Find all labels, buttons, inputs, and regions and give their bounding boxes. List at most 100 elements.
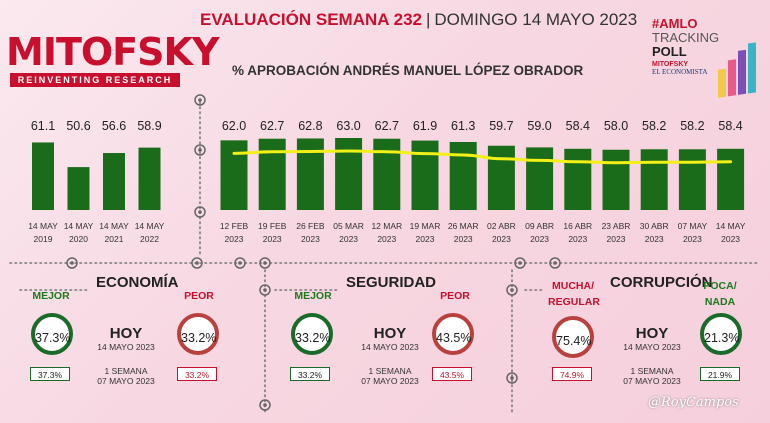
seguridad-prev-label: 1 SEMANA bbox=[368, 366, 412, 376]
seguridad-left-value: 33.2% bbox=[291, 313, 333, 355]
weekly-bar bbox=[373, 138, 401, 210]
separator-ring-dot bbox=[518, 261, 522, 265]
separator-ring-dot bbox=[263, 261, 267, 265]
weekly-value-label: 62.8 bbox=[298, 119, 322, 133]
weekly-tick-label: 09 ABR bbox=[525, 221, 554, 231]
weekly-value-label: 62.0 bbox=[222, 119, 246, 133]
weekly-tick-year: 2023 bbox=[225, 234, 244, 244]
weekly-tick-year: 2023 bbox=[454, 234, 473, 244]
annual-bars: 61.1 14 MAY 2019 50.6 14 MAY 2020 56.6 14 MAY 20… bbox=[28, 119, 164, 244]
economia-today-date: 14 MAYO 2023 bbox=[97, 342, 155, 352]
seguridad-right-value: 43.5% bbox=[432, 313, 474, 355]
economia-prev: 1 SEMANA 07 MAYO 2023 bbox=[86, 366, 166, 386]
weekly-value-label: 62.7 bbox=[375, 119, 399, 133]
weekly-bar bbox=[449, 141, 477, 210]
economia-left-value: 37.3% bbox=[31, 313, 73, 355]
separator-ring bbox=[549, 257, 561, 269]
divider-ring-dot bbox=[198, 98, 202, 102]
weekly-tick-year: 2023 bbox=[530, 234, 549, 244]
seguridad-left-label: MEJOR bbox=[294, 290, 332, 302]
separator-ring bbox=[66, 257, 78, 269]
section-ring-dot bbox=[510, 288, 514, 292]
weekly-tick-label: 12 MAR bbox=[371, 221, 402, 231]
seguridad-prev: 1 SEMANA 07 MAYO 2023 bbox=[350, 366, 430, 386]
seguridad-title: SEGURIDAD bbox=[346, 274, 437, 291]
corrupcion-left-prev: 74.9% bbox=[552, 367, 592, 381]
page-title: EVALUACIÓN SEMANA 232 | DOMINGO 14 MAYO 20… bbox=[200, 8, 637, 32]
weekly-value-label: 61.3 bbox=[451, 119, 475, 133]
section-ring bbox=[506, 372, 518, 384]
logo-title: MITOFSKY bbox=[6, 30, 219, 74]
trend-line-path bbox=[232, 149, 733, 165]
week-date: DOMINGO 14 MAYO 2023 bbox=[434, 10, 638, 29]
tracking-brand: MITOFSKY bbox=[652, 61, 689, 68]
separator-ring bbox=[259, 257, 271, 269]
weekly-bar bbox=[678, 149, 706, 210]
seguridad-today: HOY bbox=[373, 325, 407, 342]
weekly-value-label: 58.4 bbox=[718, 119, 742, 133]
weekly-tick-label: 26 FEB bbox=[296, 221, 325, 231]
annual-tick-label: 14 MAY bbox=[28, 221, 58, 231]
weekly-value-label: 63.0 bbox=[336, 119, 360, 133]
weekly-tick-year: 2023 bbox=[721, 234, 740, 244]
weekly-tick-label: 23 ABR bbox=[602, 221, 631, 231]
corrupcion-title: CORRUPCIÓN bbox=[610, 274, 713, 291]
annual-tick-year: 2021 bbox=[105, 234, 124, 244]
divider-ring-dot bbox=[198, 148, 202, 152]
weekly-bar bbox=[296, 138, 324, 210]
annual-tick-label: 14 MAY bbox=[135, 221, 165, 231]
weekly-bars: 62.0 12 FEB 2023 62.7 19 FEB 2023 62.8 26 FEB 20… bbox=[220, 119, 746, 244]
trend-line bbox=[232, 149, 733, 165]
week-title: EVALUACIÓN SEMANA 232 bbox=[200, 10, 422, 29]
separator-ring-dot bbox=[553, 261, 557, 265]
weekly-bar bbox=[526, 147, 554, 210]
weekly-bar bbox=[258, 138, 286, 210]
weekly-tick-year: 2023 bbox=[339, 234, 358, 244]
corrupcion-prev-date: 07 MAYO 2023 bbox=[623, 376, 681, 386]
annual-tick-year: 2019 bbox=[34, 234, 53, 244]
tracking-poll-badge: #AMLO TRACKING POLL MITOFSKY EL ECONOMIS… bbox=[652, 16, 732, 76]
corrupcion-right-prev: 21.9% bbox=[700, 367, 740, 381]
tracking-word: TRACKING bbox=[652, 30, 720, 45]
weekly-bar bbox=[411, 140, 439, 210]
logo-tagline: REINVENTING RESEARCH bbox=[10, 73, 180, 87]
annual-bar bbox=[138, 147, 161, 210]
weekly-value-label: 58.2 bbox=[642, 119, 666, 133]
weekly-tick-label: 14 MAY bbox=[716, 221, 746, 231]
annual-tick-year: 2020 bbox=[69, 234, 88, 244]
weekly-bar bbox=[564, 148, 592, 210]
weekly-bar bbox=[487, 145, 515, 210]
title-separator: | bbox=[425, 10, 431, 29]
weekly-value-label: 61.9 bbox=[413, 119, 437, 133]
annual-bar bbox=[32, 142, 54, 210]
seguridad-today-date: 14 MAYO 2023 bbox=[361, 342, 419, 352]
annual-value-label: 61.1 bbox=[31, 119, 55, 133]
section-ring bbox=[259, 284, 271, 296]
seguridad-left-prev: 33.2% bbox=[290, 367, 330, 381]
separator-ring-dot bbox=[195, 261, 199, 265]
economia-left-prev: 37.3% bbox=[30, 367, 70, 381]
corrupcion-today: HOY bbox=[635, 325, 669, 342]
weekly-value-label: 58.0 bbox=[604, 119, 628, 133]
section-ring bbox=[506, 284, 518, 296]
weekly-tick-year: 2023 bbox=[416, 234, 435, 244]
weekly-tick-year: 2023 bbox=[377, 234, 396, 244]
weekly-bar bbox=[640, 149, 668, 210]
weekly-tick-year: 2023 bbox=[607, 234, 626, 244]
annual-tick-year: 2022 bbox=[140, 234, 159, 244]
weekly-value-label: 58.4 bbox=[566, 119, 590, 133]
divider-ring bbox=[194, 94, 206, 106]
section-ring-dot bbox=[510, 376, 514, 380]
weekly-tick-year: 2023 bbox=[492, 234, 511, 244]
corrupcion-right-value: 21.3% bbox=[700, 313, 742, 355]
divider-ring bbox=[194, 206, 206, 218]
annual-value-label: 56.6 bbox=[102, 119, 126, 133]
weekly-value-label: 59.7 bbox=[489, 119, 513, 133]
annual-bar bbox=[67, 167, 90, 210]
corrupcion-left-value: 75.4% bbox=[552, 316, 594, 358]
separator-ring bbox=[191, 257, 203, 269]
annual-value-label: 50.6 bbox=[66, 119, 90, 133]
corrupcion-right-label: POCA/ NADA bbox=[703, 280, 737, 308]
weekly-tick-label: 05 MAR bbox=[333, 221, 364, 231]
